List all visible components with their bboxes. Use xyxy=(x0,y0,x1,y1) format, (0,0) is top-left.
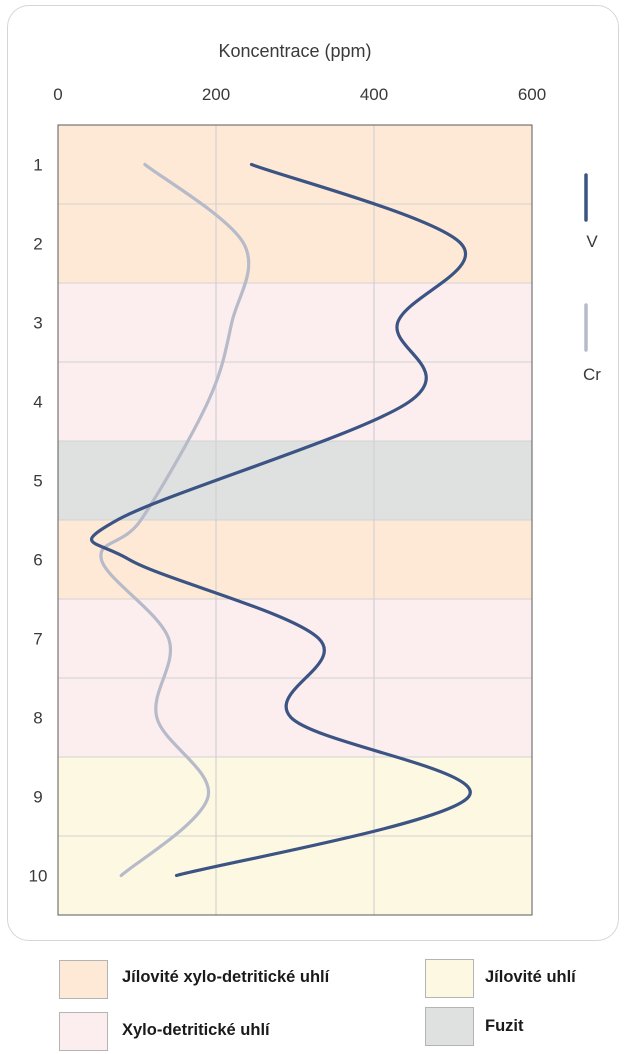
y-tick-label: 3 xyxy=(33,314,42,333)
series-legend: V Cr xyxy=(583,173,601,384)
plot-border xyxy=(57,124,533,916)
legend-swatch-jilovite-xylo-detriticke xyxy=(59,960,108,999)
y-tick-label: 10 xyxy=(29,867,48,886)
zone-band-fuzit xyxy=(57,440,533,521)
zone-band-jxd xyxy=(57,519,533,600)
legend-swatch-xylo-detriticke xyxy=(59,1012,108,1051)
series-line-cr xyxy=(99,162,251,878)
depth-profile-chart: 0 200 400 600 1 2 3 4 5 6 7 8 9 10 V Cr Koncentrace (p… xyxy=(29,41,601,916)
legend-label-cr: Cr xyxy=(583,365,601,384)
x-tick-label: 0 xyxy=(53,85,62,104)
legend-label-v: V xyxy=(586,232,598,251)
y-tick-label: 6 xyxy=(33,551,42,570)
legend-swatch-jilovite-uhli xyxy=(425,959,474,998)
y-tick-label: 2 xyxy=(33,235,42,254)
y-tick-label: 7 xyxy=(33,630,42,649)
tick-layer: 0 200 400 600 1 2 3 4 5 6 7 8 9 10 xyxy=(29,85,547,886)
x-axis-title: Koncentrace (ppm) xyxy=(218,41,371,61)
y-tick-label: 4 xyxy=(33,393,42,412)
y-tick-label: 8 xyxy=(33,709,42,728)
legend-swatch-fuzit xyxy=(425,1007,474,1046)
x-tick-label: 400 xyxy=(360,85,388,104)
x-tick-label: 600 xyxy=(518,85,546,104)
legend-label-xylo-detriticke: Xylo-detritické uhlí xyxy=(122,1021,270,1039)
series-layer xyxy=(90,162,472,878)
y-tick-label: 5 xyxy=(33,472,42,491)
x-tick-label: 200 xyxy=(202,85,230,104)
legend-label-jilovite-uhli: Jílovité uhlí xyxy=(485,968,576,986)
legend-label-fuzit: Fuzit xyxy=(485,1017,524,1035)
y-tick-label: 9 xyxy=(33,788,42,807)
grid-layer xyxy=(57,124,533,916)
series-line-v xyxy=(90,162,472,878)
y-tick-label: 1 xyxy=(33,156,42,175)
legend-label-jilovite-xylo-detriticke: Jílovité xylo-detritické uhlí xyxy=(122,968,330,986)
